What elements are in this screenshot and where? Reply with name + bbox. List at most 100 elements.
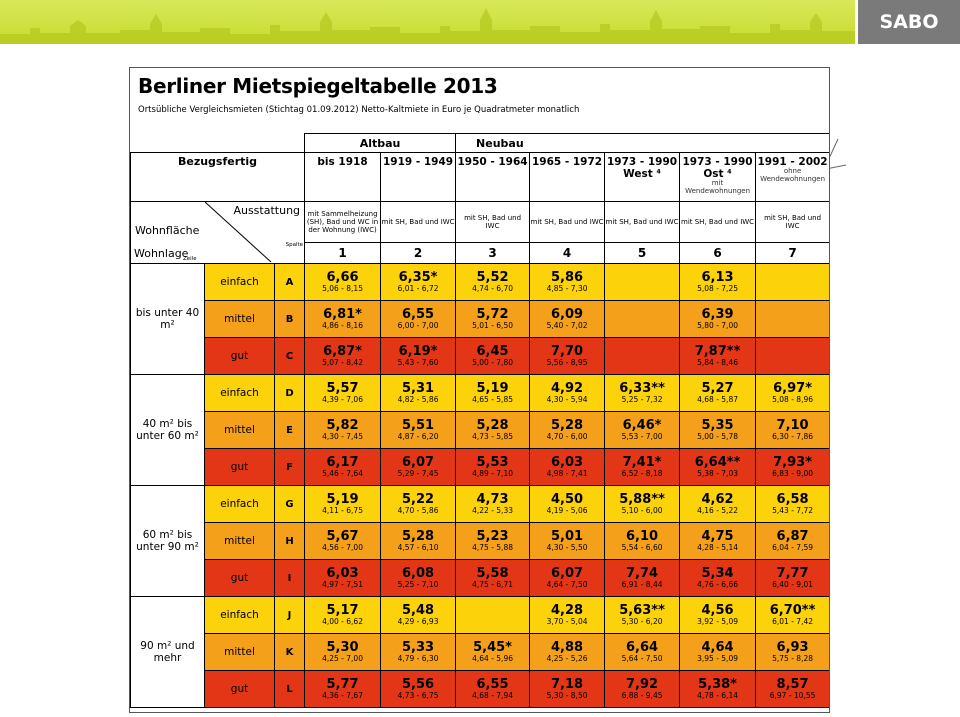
rent-cell: 7,77 6,40 - 9,01 [755,559,829,597]
page-subtitle: Ortsübliche Vergleichsmieten (Stichtag 0… [138,105,580,115]
rent-cell: 5,77 4,36 - 7,67 [304,670,382,708]
wohnlage-mittel: mittel [204,300,275,338]
rent-range: 5,30 - 6,20 [621,616,663,626]
rent-value: 6,10 [626,529,659,545]
area-label: 40 m² bis unter 60 m² [130,374,205,486]
rent-range: 5,43 - 7,60 [397,357,439,367]
wohnlage-label: Wohnlage [134,247,189,260]
rent-value: 5,56 [402,677,435,693]
rent-cell: 6,07 4,64 - 7,50 [529,559,606,597]
column-number-4: 4 [529,242,606,264]
callout-lines [826,138,847,170]
rent-value: 5,01 [551,529,584,545]
rent-value: 5,67 [326,529,359,545]
rent-cell: 5,56 4,73 - 6,75 [380,670,457,708]
rent-cell [604,337,681,375]
rent-range: 5,30 - 8,50 [546,690,588,700]
rent-range: 4,16 - 5,22 [697,505,738,515]
rent-value: 7,10 [776,418,809,434]
rent-value: 5,51 [402,418,435,434]
rent-range: 4,86 - 8,16 [322,320,363,330]
rent-range: 5,07 - 8,42 [322,357,363,367]
rent-range: 6,91 - 8,44 [621,579,663,589]
rent-value: 5,17 [326,603,359,619]
rent-value: 6,33** [619,381,665,397]
rent-cell: 5,57 4,39 - 7,06 [304,374,382,412]
rent-value: 8,57 [776,677,809,693]
rent-range: 5,53 - 7,00 [621,431,663,441]
ausstattung-col-6: mit SH, Bad und IWC [679,201,757,243]
area-label: 90 m² und mehr [130,596,205,708]
rent-cell: 6,87* 5,07 - 8,42 [304,337,382,375]
rent-range: 6,88 - 9,45 [621,690,663,700]
rent-value: 5,57 [326,381,359,397]
rent-range: 4,22 - 5,33 [472,505,513,515]
group-altbau: Altbau [304,133,457,153]
rent-cell: 5,27 4,68 - 5,87 [679,374,757,412]
rent-cell: 5,19 4,11 - 6,75 [304,485,382,523]
rent-range: 4,75 - 6,71 [472,579,513,589]
rent-value: 6,39 [701,307,734,323]
rent-value: 6,03 [551,455,584,471]
rent-range: 4,82 - 5,86 [397,394,439,404]
rent-cell: 5,63** 5,30 - 6,20 [604,596,681,634]
wohnlage-einfach: einfach [204,263,275,301]
wohnlage-gut: gut [204,559,275,597]
rent-value: 5,53 [476,455,509,471]
rent-range: 4,19 - 5,06 [546,505,588,515]
column-number-3: 3 [455,242,531,264]
rent-cell: 5,67 4,56 - 7,00 [304,522,382,560]
rent-range: 5,10 - 6,00 [621,505,663,515]
rent-cell [755,263,829,301]
rent-range: 5,64 - 7,50 [621,653,663,663]
rent-cell: 5,34 4,76 - 6,66 [679,559,757,597]
ausstattung-col-2: mit SH, Bad und IWC [380,201,457,243]
rent-cell: 5,19 4,65 - 5,85 [455,374,531,412]
year-col-2: 1919 - 1949 [380,152,457,202]
row-letter: F [273,448,306,486]
table-row: gut L 5,77 4,36 - 7,67 5,56 4,73 - 6,75 6,55 4,… [131,670,829,708]
rent-range: 3,92 - 5,09 [697,616,738,626]
rent-cell: 6,93 5,75 - 8,28 [755,633,829,671]
rent-cell: 7,10 6,30 - 7,86 [755,411,829,449]
rent-cell: 5,58 4,75 - 6,71 [455,559,531,597]
year-col-4: 1965 - 1972 [529,152,606,202]
ausstattung-col-7: mit SH, Bad und IWC [755,201,829,243]
rent-range: 5,25 - 7,32 [621,394,663,404]
rent-value: 7,92 [626,677,659,693]
column-number-5: 5 [604,242,681,264]
wohnlage-einfach: einfach [204,485,275,523]
rent-range: 4,75 - 5,88 [472,542,513,552]
rent-cell: 5,17 4,00 - 6,62 [304,596,382,634]
rent-cell: 6,46* 5,53 - 7,00 [604,411,681,449]
rent-value: 6,46* [622,418,662,434]
rent-range: 4,39 - 7,06 [322,394,363,404]
rent-range: 5,75 - 8,28 [772,653,813,663]
rent-range: 4,30 - 5,94 [546,394,588,404]
rent-cell: 6,87 6,04 - 7,59 [755,522,829,560]
rent-value: 5,28 [476,418,509,434]
row-letter: H [273,522,306,560]
rent-range: 4,68 - 7,94 [472,690,513,700]
rent-range: 6,00 - 7,00 [397,320,439,330]
rent-cell: 6,55 6,00 - 7,00 [380,300,457,338]
rent-range: 4,65 - 5,85 [472,394,513,404]
rent-range: 5,84 - 8,46 [697,357,738,367]
rent-value: 7,77 [776,566,809,582]
rent-range: 5,25 - 7,10 [397,579,439,589]
rent-cell: 6,13 5,08 - 7,25 [679,263,757,301]
row-letter: J [273,596,306,634]
rent-range: 4,89 - 7,10 [472,468,513,478]
rent-range: 5,38 - 7,03 [697,468,738,478]
rent-cell: 6,70** 6,01 - 7,42 [755,596,829,634]
year-col-3: 1950 - 1964 [455,152,531,202]
rent-cell: 4,50 4,19 - 5,06 [529,485,606,523]
rent-value: 6,07 [402,455,435,471]
rent-value: 6,03 [326,566,359,582]
rent-value: 4,88 [551,640,584,656]
rent-value: 6,17 [326,455,359,471]
rent-range: 4,28 - 5,14 [697,542,738,552]
bezugsfertig-label: Bezugsfertig [130,152,306,202]
wohnlage-mittel: mittel [204,411,275,449]
rent-range: 5,01 - 6,50 [472,320,513,330]
